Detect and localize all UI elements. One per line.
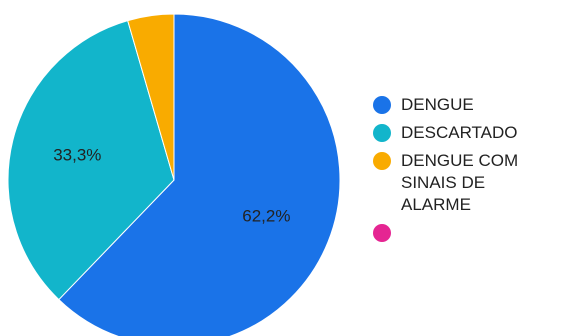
legend-swatch-descartado [373, 124, 391, 142]
legend-label-descartado: DESCARTADO [401, 123, 518, 142]
legend-swatch-dengue-com-sinais [373, 152, 391, 170]
pie-slice-0 [58, 13, 341, 336]
legend-label-dengue: DENGUE [401, 95, 474, 114]
legend-item-unlabeled [373, 222, 558, 242]
legend-item-descartado: DESCARTADO [373, 122, 558, 144]
pie-slice-label-1: 33,3% [53, 146, 101, 165]
pie-slice-1 [7, 19, 175, 301]
pie-slice-label-0: 62,2% [242, 207, 290, 226]
legend-label-dengue-com-sinais: DENGUE COM SINAIS DE ALARME [401, 151, 519, 214]
legend-swatch-unlabeled [373, 224, 391, 242]
chart-legend: DENGUE DESCARTADO DENGUE COM SINAIS DE A… [373, 94, 558, 248]
legend-item-dengue-com-sinais: DENGUE COM SINAIS DE ALARME [373, 150, 558, 216]
legend-item-dengue: DENGUE [373, 94, 558, 116]
legend-swatch-dengue [373, 96, 391, 114]
pie-slice-2 [127, 13, 175, 181]
